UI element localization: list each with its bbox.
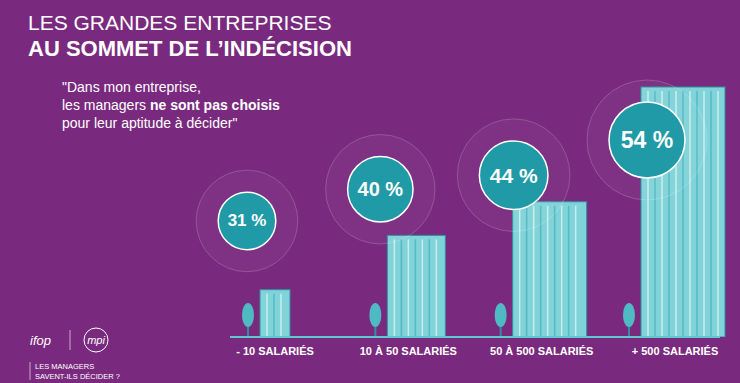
separator [70,330,71,350]
annotation-text: "Dans mon entreprise, [62,79,201,95]
building-stripe [568,206,570,337]
bubble [218,192,276,250]
building-stripe [436,239,438,337]
separator [30,362,31,380]
building-stripe [422,239,424,337]
bubble [609,102,685,178]
plot-area [242,87,725,337]
ground [230,336,720,338]
building [369,235,445,337]
tick: - 10 SALARIÉS [236,344,314,357]
source-logo: ifop [30,333,51,348]
data-label: 31 % [228,211,267,230]
title: LES GRANDES ENTREPRISES [28,11,331,34]
tree [369,303,381,327]
subtitle: AU SOMMET DE L’INDÉCISION [28,36,352,61]
footer: SAVENT-ILS DÉCIDER ? [35,372,120,381]
tick-label: + 500 SALARIÉS [632,345,719,357]
tick: 50 À 500 SALARIÉS [490,344,593,357]
building-stripe [273,294,275,337]
building-stripe [394,239,396,337]
tick: + 500 SALARIÉS [632,344,719,357]
building-stripe [280,294,282,337]
annotation-text: pour leur aptitude à décider" [62,115,237,131]
building-stripe [429,239,431,337]
chart: LES GRANDES ENTREPRISESAU SOMMET DE L’IN… [0,0,740,383]
building-stripe [415,239,417,337]
bubble-halo [587,80,707,200]
building-stripe [266,294,268,337]
building-stripe [408,239,410,337]
tree [495,303,507,327]
bubble-halo [196,170,298,272]
building-stripe [710,91,712,337]
tick-label: 50 À 500 SALARIÉS [490,345,593,357]
building [242,290,290,337]
bar [387,235,445,337]
data-label: 40 % [358,178,404,200]
annotation-line: pour leur aptitude à décider" [62,115,237,131]
tree [242,303,254,327]
bubble-halo [326,135,435,244]
bar [260,290,290,337]
background [0,0,740,383]
building-stripe [554,206,556,337]
building-stripe [561,206,563,337]
bubble-halo [457,119,570,232]
bubble [479,141,548,210]
tick: 10 À 50 SALARIÉS [360,344,457,357]
data-label: 54 % [621,127,673,153]
annotation-line: les managers ne sont pas choisis [62,97,280,113]
building-stripe [401,239,403,337]
data-label: 44 % [490,164,538,187]
tick-label: 10 À 50 SALARIÉS [360,345,457,357]
annotation-text: les managers [62,97,150,113]
building-stripe [575,206,577,337]
building-stripe [547,206,549,337]
annotation-text: ne sont pas choisis [150,97,280,113]
source-logo: mpi [87,334,105,346]
footer: LES MANAGERS [35,362,94,371]
x-axis: - 10 SALARIÉS 10 À 50 SALARIÉS 50 À 500 SA… [216,344,736,357]
bubbles: 31 % 40 % 44 % 54 % [196,80,707,272]
building-stripe [540,206,542,337]
annotation-line: "Dans mon entreprise, [62,79,201,95]
logo-ring [84,328,108,352]
tick-label: - 10 SALARIÉS [236,345,314,357]
building-stripe [717,91,719,337]
tree [623,303,635,327]
bubble [348,157,413,222]
